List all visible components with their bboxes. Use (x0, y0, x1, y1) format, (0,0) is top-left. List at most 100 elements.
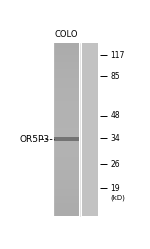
Text: OR5P3: OR5P3 (20, 134, 50, 144)
Text: COLO: COLO (55, 30, 78, 39)
Bar (54, 176, 79, 177)
Bar (54, 72, 79, 73)
Bar (54, 127, 79, 128)
Bar (54, 141, 79, 142)
Bar (54, 179, 79, 180)
Bar (54, 174, 79, 176)
Bar (54, 107, 79, 108)
Bar (54, 148, 79, 150)
Bar (54, 131, 79, 132)
Bar (54, 76, 79, 78)
Bar (54, 66, 79, 68)
Bar (54, 114, 79, 115)
Text: 19: 19 (111, 184, 120, 193)
Bar (54, 89, 79, 91)
Bar (54, 129, 79, 131)
Bar (54, 55, 79, 56)
Text: 85: 85 (111, 71, 120, 81)
Bar (54, 82, 79, 84)
Bar (54, 111, 79, 112)
Bar (54, 91, 79, 92)
Bar (54, 200, 79, 201)
Bar (54, 142, 79, 144)
Bar (54, 88, 79, 89)
Bar (54, 118, 79, 120)
Bar (54, 132, 79, 134)
Bar (54, 58, 79, 59)
Bar (54, 68, 79, 69)
Bar (54, 184, 79, 186)
Bar (54, 120, 79, 121)
Bar (54, 94, 79, 95)
Bar (54, 161, 79, 163)
Bar (54, 158, 79, 160)
Bar (54, 102, 79, 104)
Bar (54, 186, 79, 187)
Bar (54, 173, 79, 174)
Bar (54, 112, 79, 114)
Bar (54, 144, 79, 145)
Bar (54, 61, 79, 62)
Bar (54, 124, 79, 125)
Bar (54, 201, 79, 203)
Bar (54, 154, 79, 155)
Bar (54, 45, 79, 46)
Bar (54, 49, 79, 51)
Bar (54, 110, 79, 111)
Bar (54, 105, 79, 107)
Text: 117: 117 (111, 51, 125, 60)
Bar (54, 137, 79, 141)
Bar (54, 43, 55, 216)
Bar (54, 75, 79, 76)
Bar (54, 71, 79, 72)
Bar (54, 59, 79, 61)
Bar (54, 97, 79, 98)
Bar (54, 95, 79, 97)
Bar (54, 164, 79, 166)
Bar (54, 150, 79, 151)
Bar (54, 166, 79, 167)
Bar (54, 73, 79, 75)
Text: 34: 34 (111, 134, 120, 143)
Bar (54, 98, 79, 99)
Bar (54, 210, 79, 212)
Bar (54, 147, 79, 148)
Bar (54, 191, 79, 193)
Bar (54, 115, 79, 117)
Bar (54, 203, 79, 204)
Text: (kD): (kD) (111, 194, 125, 201)
Bar (54, 62, 79, 63)
Bar (54, 128, 79, 129)
Bar (54, 138, 79, 140)
Bar (54, 123, 79, 124)
Text: 26: 26 (111, 160, 120, 169)
Bar (54, 183, 79, 184)
Bar (54, 81, 79, 82)
Bar (54, 52, 79, 53)
Bar (54, 214, 79, 216)
Bar (54, 135, 79, 137)
Bar (54, 125, 79, 127)
Bar (54, 140, 79, 141)
Bar (54, 163, 79, 164)
Bar (54, 121, 79, 123)
Bar (54, 46, 79, 48)
Bar (54, 171, 79, 173)
Bar (54, 188, 79, 190)
Bar (82, 43, 98, 216)
Bar (54, 117, 79, 118)
Bar (54, 85, 79, 86)
Bar (54, 99, 79, 101)
Bar (54, 63, 79, 65)
Bar (54, 65, 79, 66)
Bar (54, 213, 79, 214)
Bar (54, 153, 79, 154)
Bar (54, 56, 79, 58)
Bar (54, 206, 79, 207)
Bar (54, 155, 79, 157)
Bar (54, 196, 79, 197)
Bar (54, 197, 79, 199)
Bar (54, 209, 79, 210)
Bar (54, 48, 79, 49)
Bar (54, 92, 79, 94)
